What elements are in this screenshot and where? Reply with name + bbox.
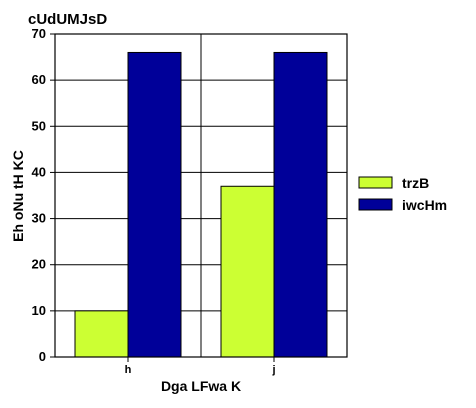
legend-swatch-iwcHm [358, 198, 393, 211]
x-tick-label: j [271, 364, 275, 376]
legend: trzB iwcHm [358, 175, 447, 213]
y-tick-label: 40 [32, 164, 46, 179]
plot-border [54, 33, 348, 358]
legend-label-iwcHm: iwcHm [402, 197, 447, 213]
y-axis-ticks: 0 10 20 30 40 50 60 70 [32, 26, 55, 364]
y-tick-label: 60 [32, 72, 46, 87]
y-tick-label: 70 [32, 26, 46, 41]
bar-iwcHm-h [127, 51, 182, 358]
y-tick-label: 0 [39, 349, 46, 364]
bar-iwcHm-j [273, 51, 328, 358]
chart-title: cUdUMJsD [28, 11, 107, 28]
bar-trzB-j [220, 185, 275, 358]
bars [74, 51, 328, 358]
legend-label-trzB: trzB [402, 175, 429, 191]
y-axis-title: Eh oNu tH KC [10, 150, 26, 242]
legend-swatch-trzB [358, 176, 393, 189]
bar-trzB-h [74, 310, 129, 358]
y-tick-label: 10 [32, 303, 46, 318]
x-axis-title: Dga LFwa K [161, 378, 241, 394]
y-tick-label: 50 [32, 118, 46, 133]
x-tick-label: h [125, 364, 132, 376]
y-tick-label: 20 [32, 257, 46, 272]
y-tick-label: 30 [32, 211, 46, 226]
